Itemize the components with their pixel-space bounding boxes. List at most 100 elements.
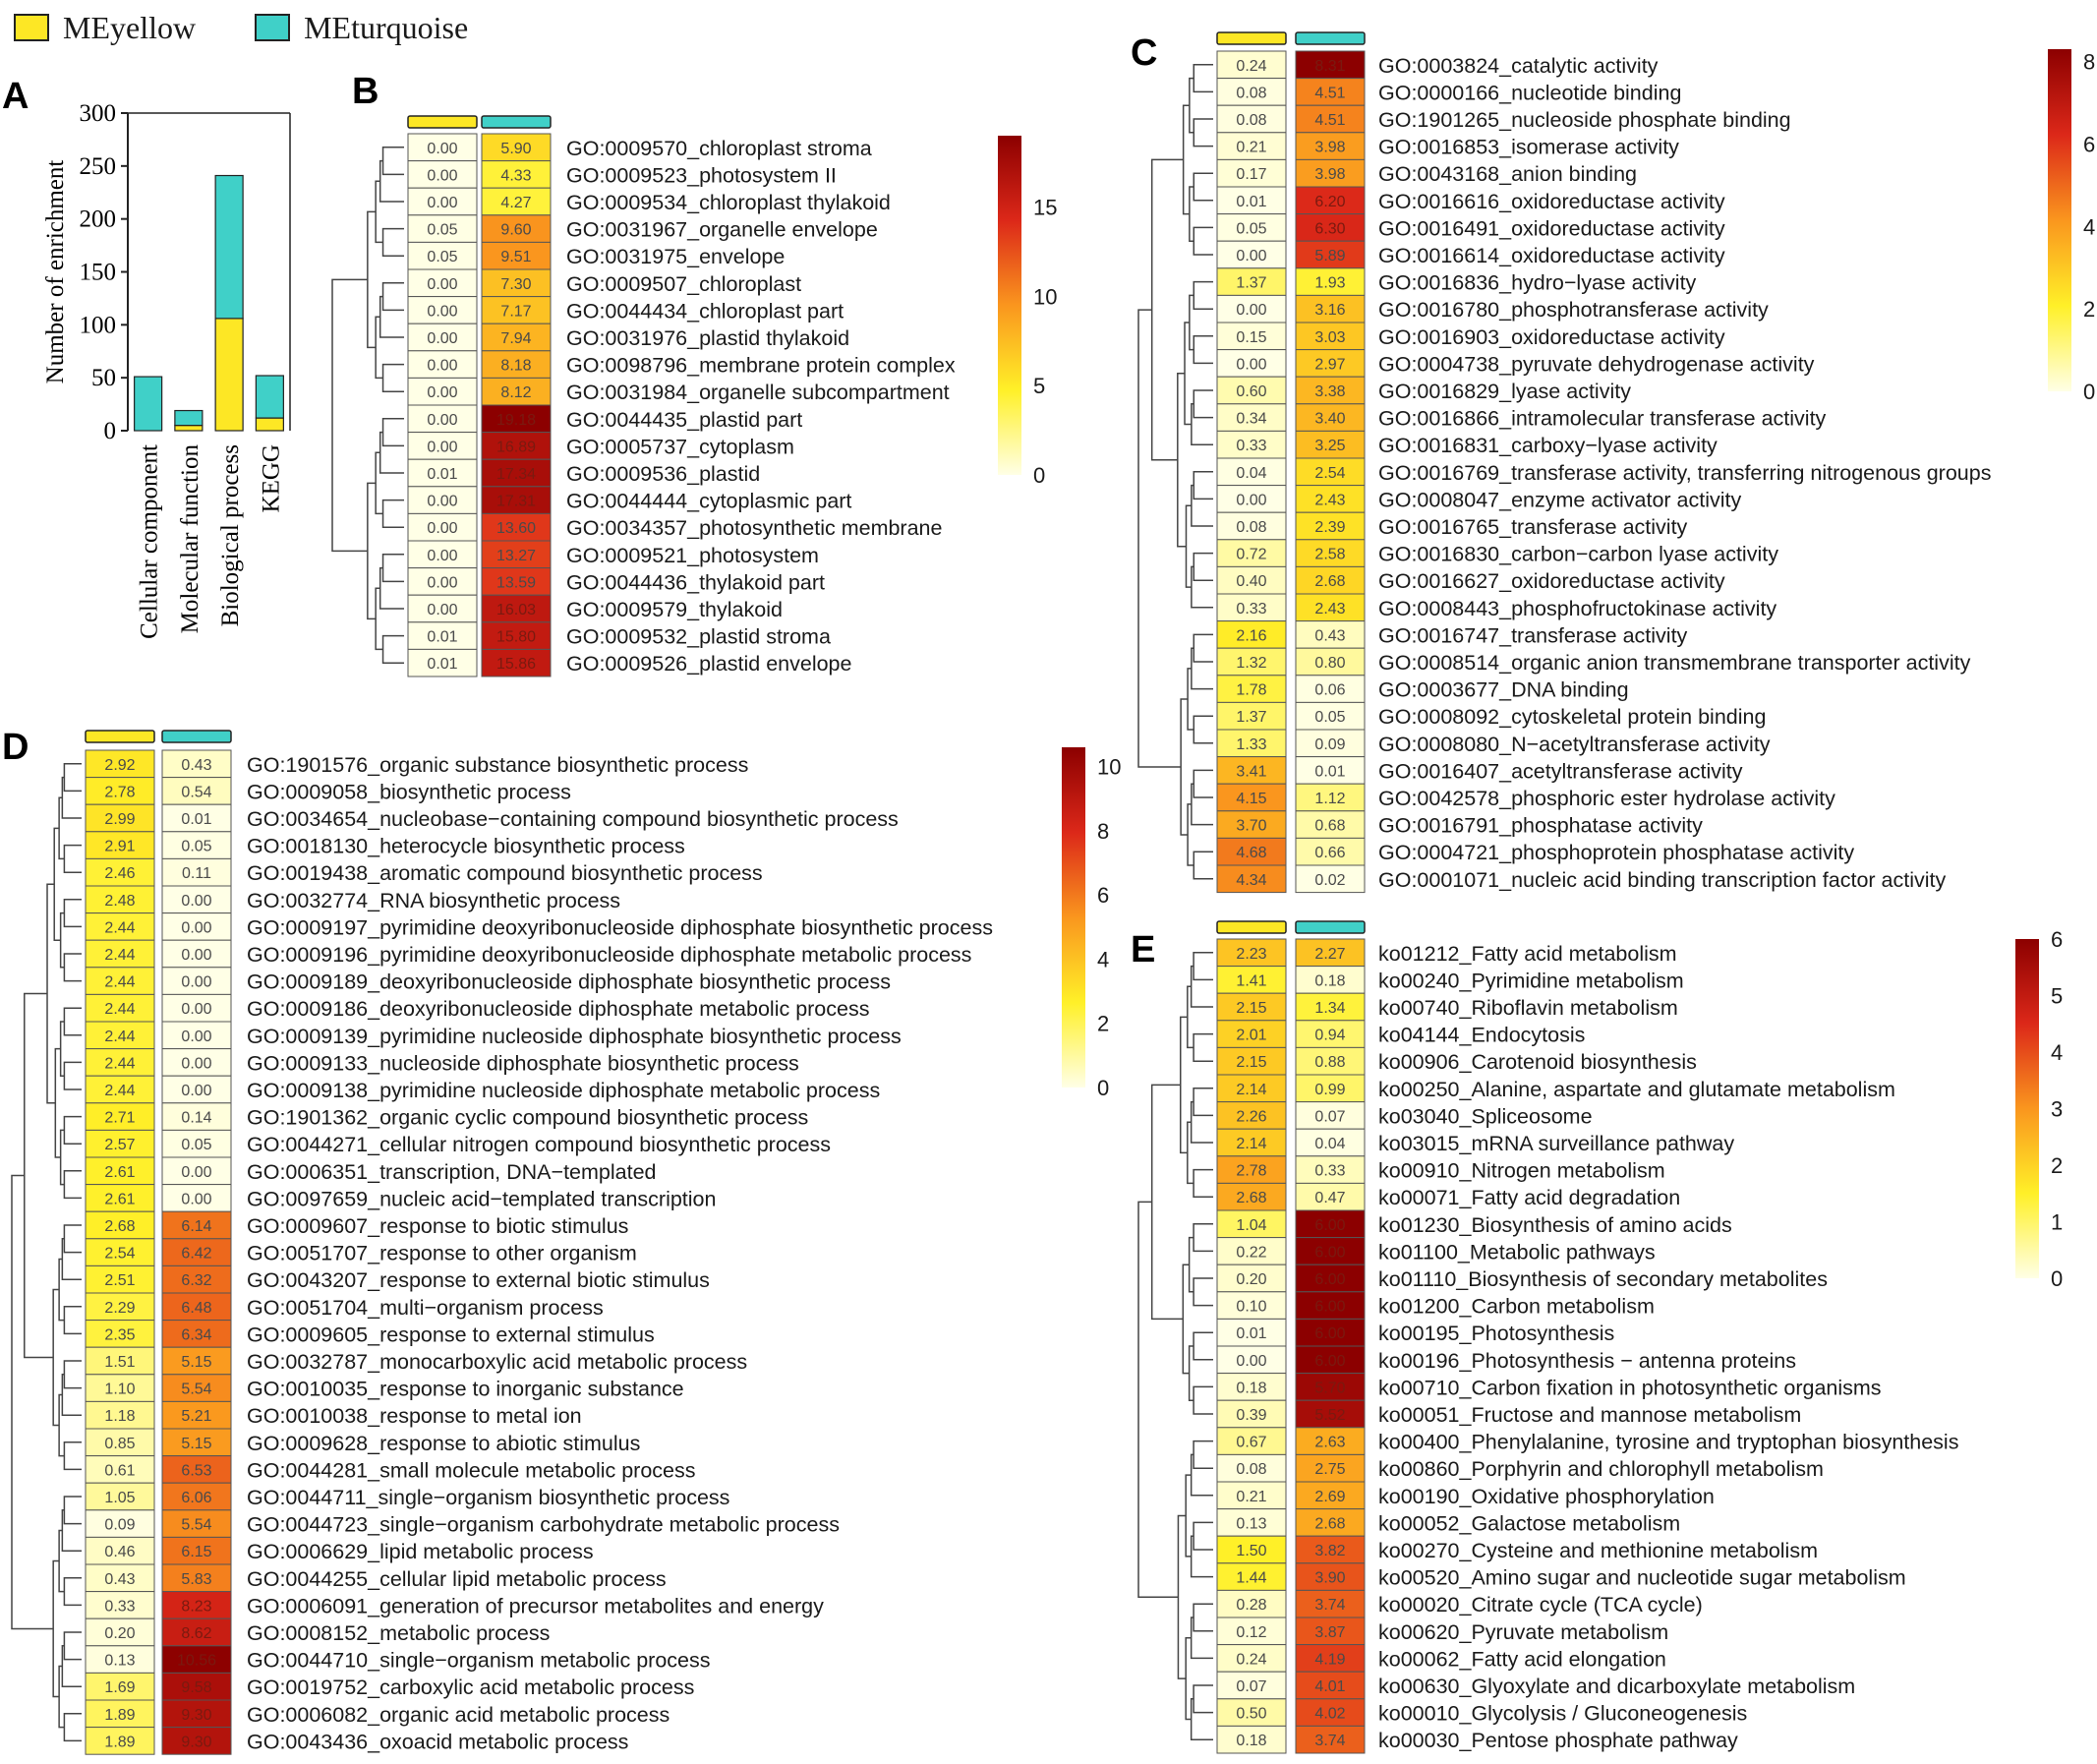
heatmap-cell-value: 16.03 — [496, 602, 536, 618]
heatmap-cell — [1216, 1020, 1287, 1048]
dendrogram-branch — [63, 1224, 82, 1254]
heatmap-cell — [161, 1048, 232, 1077]
heatmap-panel-e: 2.23 2.27 ko01212_Fatty acid metabolism 1.4… — [1137, 920, 2063, 1754]
dendrogram-branch — [1193, 769, 1213, 798]
heatmap-row-label: ko00030_Pentose phosphate pathway — [1378, 1729, 1738, 1752]
heatmap-row-label: GO:0009523_photosystem II — [566, 163, 837, 187]
heatmap-cell-value: 0.01 — [1236, 1325, 1266, 1342]
heatmap-cell-value: 0.40 — [1236, 573, 1266, 590]
heatmap-cell — [1216, 539, 1287, 567]
heatmap-cell-value: 6.06 — [181, 1490, 211, 1506]
heatmap-cell-value: 2.44 — [104, 1029, 135, 1045]
dendrogram-branch — [1193, 335, 1213, 365]
heatmap-cell — [1216, 593, 1287, 622]
heatmap-row-label: ko03040_Spliceosome — [1378, 1104, 1593, 1128]
heatmap-row-label: ko01200_Carbon metabolism — [1378, 1295, 1655, 1319]
heatmap-row-label: GO:0009133_nucleoside diphosphate biosyn… — [247, 1051, 799, 1075]
heatmap-cell-value: 2.58 — [1314, 547, 1345, 563]
heatmap-cell-value: 0.34 — [1236, 411, 1266, 428]
heatmap-cell-value: 6.34 — [181, 1326, 211, 1343]
dendrogram-branch — [1193, 389, 1213, 419]
heatmap-cell — [1216, 966, 1287, 994]
heatmap-cell — [161, 1536, 232, 1565]
bar-segment — [255, 375, 284, 419]
heatmap-cell — [481, 594, 552, 623]
heatmap-row-label: ko00240_Pyrimidine metabolism — [1378, 969, 1684, 992]
heatmap-cell — [161, 1075, 232, 1104]
heatmap-cell-value: 2.14 — [1236, 1082, 1266, 1098]
heatmap-cell-value: 2.51 — [104, 1272, 135, 1289]
heatmap-cell-value: 0.09 — [104, 1517, 135, 1534]
dendrogram-branch — [1193, 1088, 1213, 1117]
heatmap-cell-value: 5.15 — [181, 1436, 211, 1452]
dendrogram-branch — [1193, 1385, 1213, 1415]
heatmap-cell — [85, 1699, 155, 1729]
heatmap-row-label: ko00860_Porphyrin and chlorophyll metabo… — [1378, 1457, 1824, 1481]
heatmap-cell-value: 0.05 — [1314, 709, 1345, 726]
heatmap-cell-value: 1.51 — [104, 1354, 135, 1371]
heatmap-row-label: GO:0006091_generation of precursor metab… — [247, 1594, 824, 1617]
heatmap-cell-value: 2.91 — [104, 839, 135, 855]
dendrogram-branch — [1188, 1236, 1194, 1293]
dendrogram-branch — [379, 566, 404, 610]
heatmap-cell — [407, 621, 478, 650]
heatmap-cell — [85, 1591, 155, 1619]
heatmap-row-label: GO:0003824_catalytic activity — [1378, 54, 1659, 78]
heatmap-row-label: GO:0016780_phosphotransferase activity — [1378, 298, 1769, 322]
colorbar — [2015, 939, 2039, 1278]
heatmap-row-label: ko01212_Fatty acid metabolism — [1378, 942, 1677, 966]
heatmap-cell-value: 1.89 — [104, 1707, 135, 1724]
dendrogram-branch — [63, 1306, 82, 1335]
heatmap-row-label: GO:1901362_organic cyclic compound biosy… — [247, 1106, 808, 1130]
heatmap-cell — [1216, 186, 1287, 215]
heatmap-cell-value: 0.20 — [1236, 1271, 1266, 1288]
heatmap-row-label: GO:0016830_carbon−carbon lyase activity — [1378, 543, 1778, 566]
heatmap-cell — [407, 458, 478, 488]
heatmap-cell-value: 17.34 — [496, 466, 536, 483]
heatmap-row-label: GO:0016866_intramolecular transferase ac… — [1378, 407, 1827, 431]
heatmap-cell — [1295, 593, 1366, 622]
heatmap-cell — [161, 1617, 232, 1647]
heatmap-row-label: ko00740_Riboflavin metabolism — [1378, 996, 1678, 1020]
heatmap-cell — [1295, 837, 1366, 866]
x-category-label: KEGG — [258, 444, 284, 512]
dendrogram-branch — [63, 844, 82, 873]
heatmap-cell — [1295, 1264, 1366, 1293]
heatmap-cell-value: 0.13 — [104, 1653, 135, 1670]
dendrogram-branch — [1190, 965, 1213, 1008]
heatmap-row-label: GO:0008047_enzyme activator activity — [1378, 488, 1742, 511]
heatmap-row-label: GO:0009570_chloroplast stroma — [566, 137, 872, 160]
heatmap-cell — [1295, 78, 1366, 106]
heatmap-cell-value: 2.43 — [1314, 601, 1345, 617]
heatmap-cell-value: 0.08 — [1236, 85, 1266, 101]
dendrogram-branch — [63, 1577, 82, 1607]
dendrogram-branch — [63, 1115, 82, 1145]
heatmap-cell — [1295, 1508, 1366, 1537]
heatmap-cell-value: 3.74 — [1314, 1733, 1345, 1749]
heatmap-cell — [85, 1727, 155, 1755]
dendrogram-branch — [61, 776, 82, 819]
heatmap-cell — [161, 749, 232, 779]
heatmap-cell-value: 0.06 — [1314, 682, 1345, 699]
column-header-meyellow — [407, 115, 478, 129]
heatmap-cell — [1295, 647, 1366, 676]
dendrogram-branch — [375, 180, 383, 244]
heatmap-cell-value: 0.00 — [1236, 302, 1266, 319]
heatmap-cell-value: 0.00 — [1236, 248, 1266, 265]
heatmap-cell — [1295, 1671, 1366, 1700]
heatmap-cell — [1295, 1535, 1366, 1564]
heatmap-cell — [407, 404, 478, 434]
heatmap-cell-value: 9.30 — [181, 1734, 211, 1750]
heatmap-cell-value: 0.00 — [181, 1164, 211, 1181]
heatmap-cell-value: 0.05 — [427, 222, 457, 239]
heatmap-cell-value: 0.00 — [181, 1001, 211, 1018]
heatmap-cell-value: 0.66 — [1314, 845, 1345, 861]
heatmap-cell — [1216, 240, 1287, 269]
heatmap-cell-value: 1.34 — [1314, 1000, 1345, 1017]
heatmap-cell-value: 0.00 — [181, 893, 211, 910]
heatmap-cell — [161, 803, 232, 833]
heatmap-row-label: ko04144_Endocytosis — [1378, 1024, 1585, 1047]
heatmap-cell-value: 0.00 — [181, 1191, 211, 1207]
heatmap-cell-value: 0.47 — [1314, 1190, 1345, 1206]
heatmap-cell — [161, 1455, 232, 1484]
